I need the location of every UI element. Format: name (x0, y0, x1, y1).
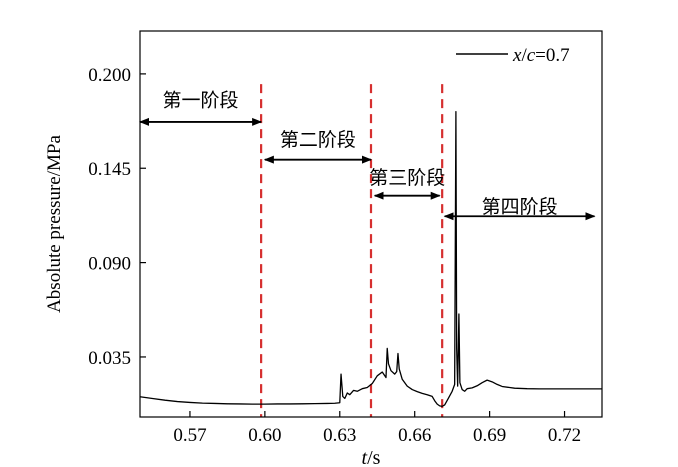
y-tick-label: 0.145 (88, 159, 131, 180)
stage-label: 第一阶段 (163, 90, 239, 112)
x-tick-label: 0.63 (323, 425, 356, 446)
y-tick-label: 0.035 (88, 348, 131, 369)
y-tick-label: 0.090 (88, 254, 131, 275)
legend-label-x: x (512, 45, 522, 66)
x-tick-label: 0.57 (173, 425, 206, 446)
series-group (139, 110, 602, 408)
y-tick-label: 0.200 (88, 65, 131, 86)
legend-label-value: =0.7 (535, 45, 569, 66)
y-tick-group: 0.035 0.090 0.145 0.200 (88, 65, 146, 369)
x-tick-label: 0.60 (248, 425, 281, 446)
x-tick-label: 0.66 (398, 425, 431, 446)
legend-label-slash: / (521, 45, 527, 66)
x-tick-group: 0.57 0.60 0.63 0.66 0.69 0.72 (173, 411, 581, 446)
x-axis-label-unit: /s (367, 447, 381, 467)
stage-divider-group (260, 84, 444, 417)
legend-label-c: c (527, 45, 536, 66)
stage-label: 第四阶段 (482, 196, 558, 218)
x-axis-label: t/s (362, 447, 381, 467)
legend: x/c=0.7 (456, 45, 570, 66)
stage-label: 第二阶段 (280, 129, 356, 151)
pressure-series-line (139, 110, 602, 408)
x-axis-label-symbol: t (362, 447, 368, 467)
x-tick-label: 0.72 (548, 425, 581, 446)
legend-label: x/c=0.7 (512, 45, 570, 66)
plot-frame (139, 30, 603, 418)
y-axis-label: Absolute pressure/MPa (44, 135, 65, 313)
stage-label: 第三阶段 (369, 167, 445, 189)
x-tick-label: 0.69 (473, 425, 506, 446)
